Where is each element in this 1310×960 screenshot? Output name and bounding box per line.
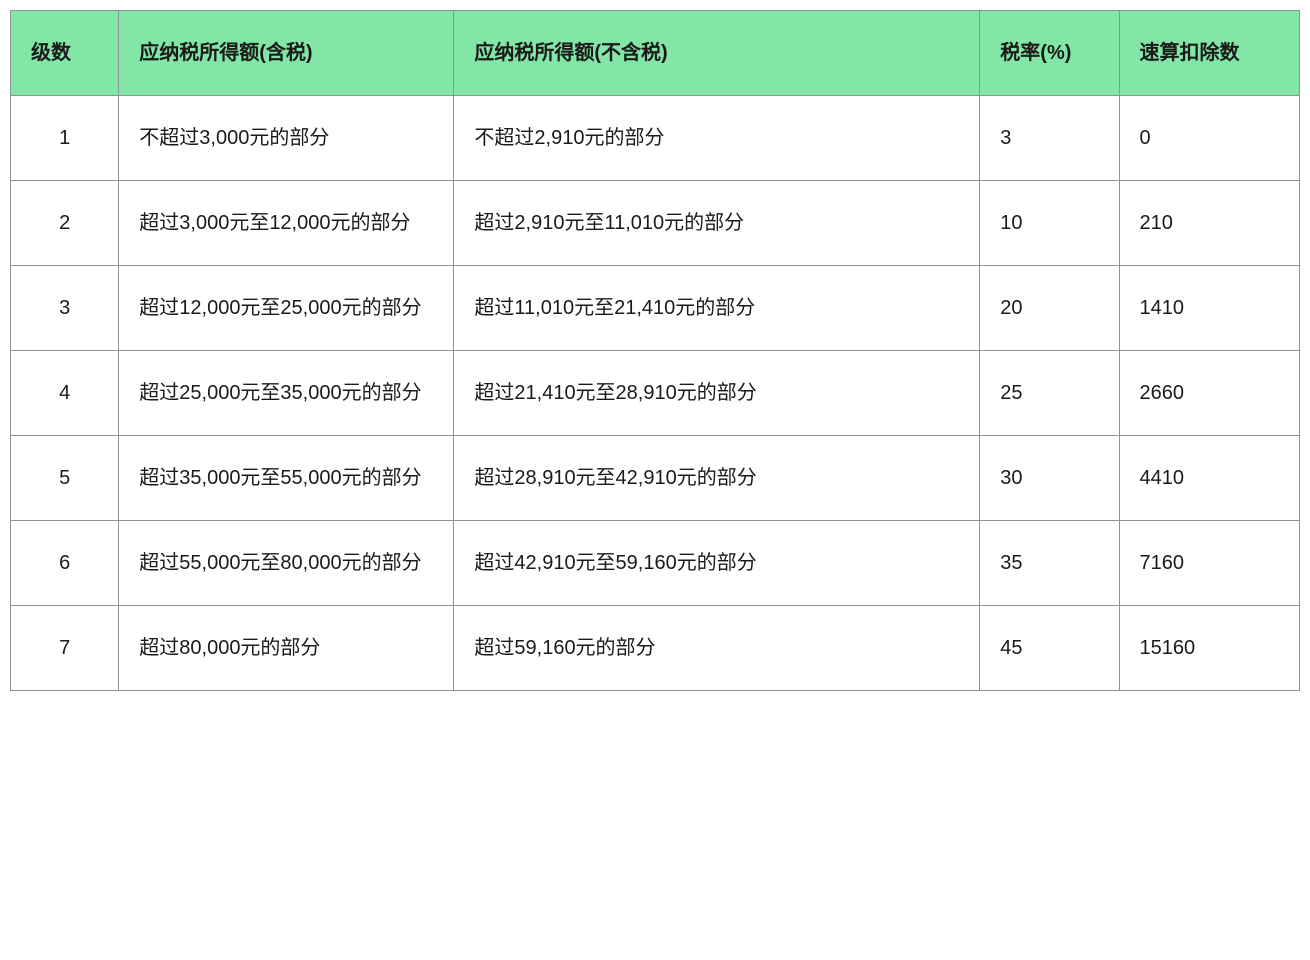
cell-taxable-inc: 超过25,000元至35,000元的部分 [119, 351, 454, 436]
tax-rate-table: 级数 应纳税所得额(含税) 应纳税所得额(不含税) 税率(%) 速算扣除数 1 … [10, 10, 1300, 691]
cell-taxable-inc: 不超过3,000元的部分 [119, 96, 454, 181]
tax-table-container: 级数 应纳税所得额(含税) 应纳税所得额(不含税) 税率(%) 速算扣除数 1 … [10, 10, 1300, 691]
table-row: 2 超过3,000元至12,000元的部分 超过2,910元至11,010元的部… [11, 181, 1300, 266]
cell-taxable-exc: 超过11,010元至21,410元的部分 [454, 266, 980, 351]
cell-taxable-inc: 超过12,000元至25,000元的部分 [119, 266, 454, 351]
cell-rate: 20 [980, 266, 1119, 351]
table-row: 4 超过25,000元至35,000元的部分 超过21,410元至28,910元… [11, 351, 1300, 436]
cell-deduction: 7160 [1119, 521, 1300, 606]
cell-rate: 30 [980, 436, 1119, 521]
cell-taxable-exc: 超过28,910元至42,910元的部分 [454, 436, 980, 521]
col-header-taxable-exc: 应纳税所得额(不含税) [454, 11, 980, 96]
cell-rate: 45 [980, 606, 1119, 691]
cell-level: 7 [11, 606, 119, 691]
cell-deduction: 0 [1119, 96, 1300, 181]
cell-taxable-exc: 超过21,410元至28,910元的部分 [454, 351, 980, 436]
table-row: 6 超过55,000元至80,000元的部分 超过42,910元至59,160元… [11, 521, 1300, 606]
cell-taxable-exc: 超过2,910元至11,010元的部分 [454, 181, 980, 266]
cell-taxable-inc: 超过80,000元的部分 [119, 606, 454, 691]
cell-rate: 3 [980, 96, 1119, 181]
table-row: 7 超过80,000元的部分 超过59,160元的部分 45 15160 [11, 606, 1300, 691]
cell-taxable-exc: 超过59,160元的部分 [454, 606, 980, 691]
cell-deduction: 210 [1119, 181, 1300, 266]
cell-deduction: 4410 [1119, 436, 1300, 521]
cell-level: 6 [11, 521, 119, 606]
col-header-deduction: 速算扣除数 [1119, 11, 1300, 96]
cell-rate: 25 [980, 351, 1119, 436]
cell-taxable-inc: 超过35,000元至55,000元的部分 [119, 436, 454, 521]
cell-level: 2 [11, 181, 119, 266]
table-header: 级数 应纳税所得额(含税) 应纳税所得额(不含税) 税率(%) 速算扣除数 [11, 11, 1300, 96]
cell-deduction: 1410 [1119, 266, 1300, 351]
cell-rate: 10 [980, 181, 1119, 266]
cell-rate: 35 [980, 521, 1119, 606]
cell-level: 4 [11, 351, 119, 436]
table-row: 3 超过12,000元至25,000元的部分 超过11,010元至21,410元… [11, 266, 1300, 351]
table-row: 5 超过35,000元至55,000元的部分 超过28,910元至42,910元… [11, 436, 1300, 521]
cell-taxable-inc: 超过55,000元至80,000元的部分 [119, 521, 454, 606]
table-header-row: 级数 应纳税所得额(含税) 应纳税所得额(不含税) 税率(%) 速算扣除数 [11, 11, 1300, 96]
table-body: 1 不超过3,000元的部分 不超过2,910元的部分 3 0 2 超过3,00… [11, 96, 1300, 691]
cell-taxable-exc: 超过42,910元至59,160元的部分 [454, 521, 980, 606]
cell-taxable-inc: 超过3,000元至12,000元的部分 [119, 181, 454, 266]
cell-level: 3 [11, 266, 119, 351]
cell-taxable-exc: 不超过2,910元的部分 [454, 96, 980, 181]
col-header-taxable-inc: 应纳税所得额(含税) [119, 11, 454, 96]
cell-deduction: 15160 [1119, 606, 1300, 691]
col-header-level: 级数 [11, 11, 119, 96]
table-row: 1 不超过3,000元的部分 不超过2,910元的部分 3 0 [11, 96, 1300, 181]
col-header-rate: 税率(%) [980, 11, 1119, 96]
cell-level: 5 [11, 436, 119, 521]
cell-level: 1 [11, 96, 119, 181]
cell-deduction: 2660 [1119, 351, 1300, 436]
